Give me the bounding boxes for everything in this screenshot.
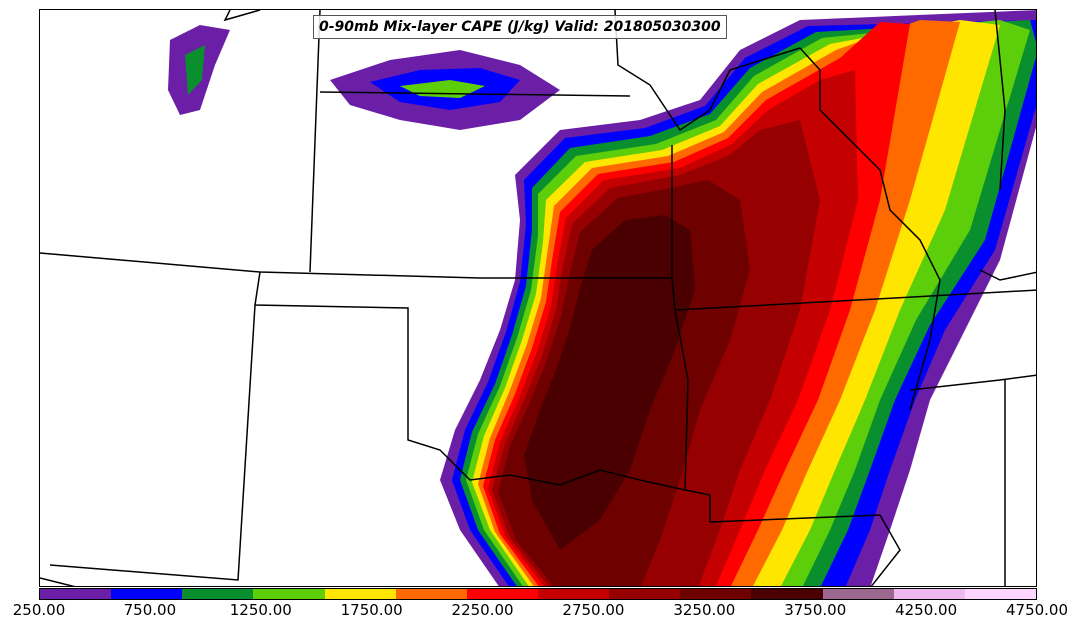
colorbar-tick-label: 250.00 <box>12 601 66 619</box>
colorbar-swatch <box>40 589 112 599</box>
colorbar <box>39 588 1037 600</box>
boundary-line <box>40 252 672 279</box>
boundary-line <box>40 577 76 586</box>
boundary-line <box>223 10 261 22</box>
colorbar-swatch <box>182 589 254 599</box>
state-boundaries <box>40 10 1036 586</box>
colorbar-tick-label: 3750.00 <box>784 601 847 619</box>
colorbar-swatch <box>466 589 538 599</box>
colorbar-tick-label: 4750.00 <box>1005 601 1069 619</box>
colorbar-tick-label: 4250.00 <box>895 601 958 619</box>
colorbar-labels: 250.00 750.00 1250.00 1750.00 2250.00 2750.00… <box>0 601 1081 625</box>
colorbar-swatch <box>680 589 752 599</box>
colorbar-tick-label: 2250.00 <box>451 601 514 619</box>
boundary-line <box>684 489 881 523</box>
colorbar-swatch <box>111 589 183 599</box>
colorbar-swatch <box>253 589 325 599</box>
colorbar-swatch <box>822 589 894 599</box>
colorbar-tick-label: 2750.00 <box>562 601 625 619</box>
colorbar-swatch <box>537 589 610 599</box>
boundary-line <box>614 10 801 132</box>
cape-patch-nw-inner <box>185 45 205 95</box>
colorbar-tick-label: 1750.00 <box>340 601 403 619</box>
boundary-line <box>49 304 256 581</box>
colorbar-tick-label: 3250.00 <box>673 601 736 619</box>
boundary-line <box>994 10 1006 191</box>
map-panel <box>39 9 1037 587</box>
boundary-line <box>870 514 901 586</box>
cape-contours <box>168 10 1036 586</box>
boundary-line <box>909 374 1036 391</box>
colorbar-swatch <box>609 589 681 599</box>
colorbar-swatch <box>395 589 467 599</box>
colorbar-swatch <box>324 589 396 599</box>
boundary-line <box>319 91 631 97</box>
colorbar-swatch <box>893 589 965 599</box>
boundary-line <box>671 277 1036 311</box>
boundary-line <box>799 47 941 411</box>
cape-band-darkest <box>524 215 695 550</box>
colorbar-swatch <box>964 589 1036 599</box>
boundary-line <box>254 271 686 491</box>
boundary-line <box>309 10 321 273</box>
colorbar-tick-label: 750.00 <box>123 601 177 619</box>
boundary-line <box>674 309 689 491</box>
cape-map <box>40 10 1036 586</box>
map-title: 0-90mb Mix-layer CAPE (J/kg) Valid: 2018… <box>313 15 727 39</box>
colorbar-swatch <box>751 589 823 599</box>
boundary-line <box>979 269 1036 281</box>
colorbar-tick-label: 1250.00 <box>229 601 292 619</box>
